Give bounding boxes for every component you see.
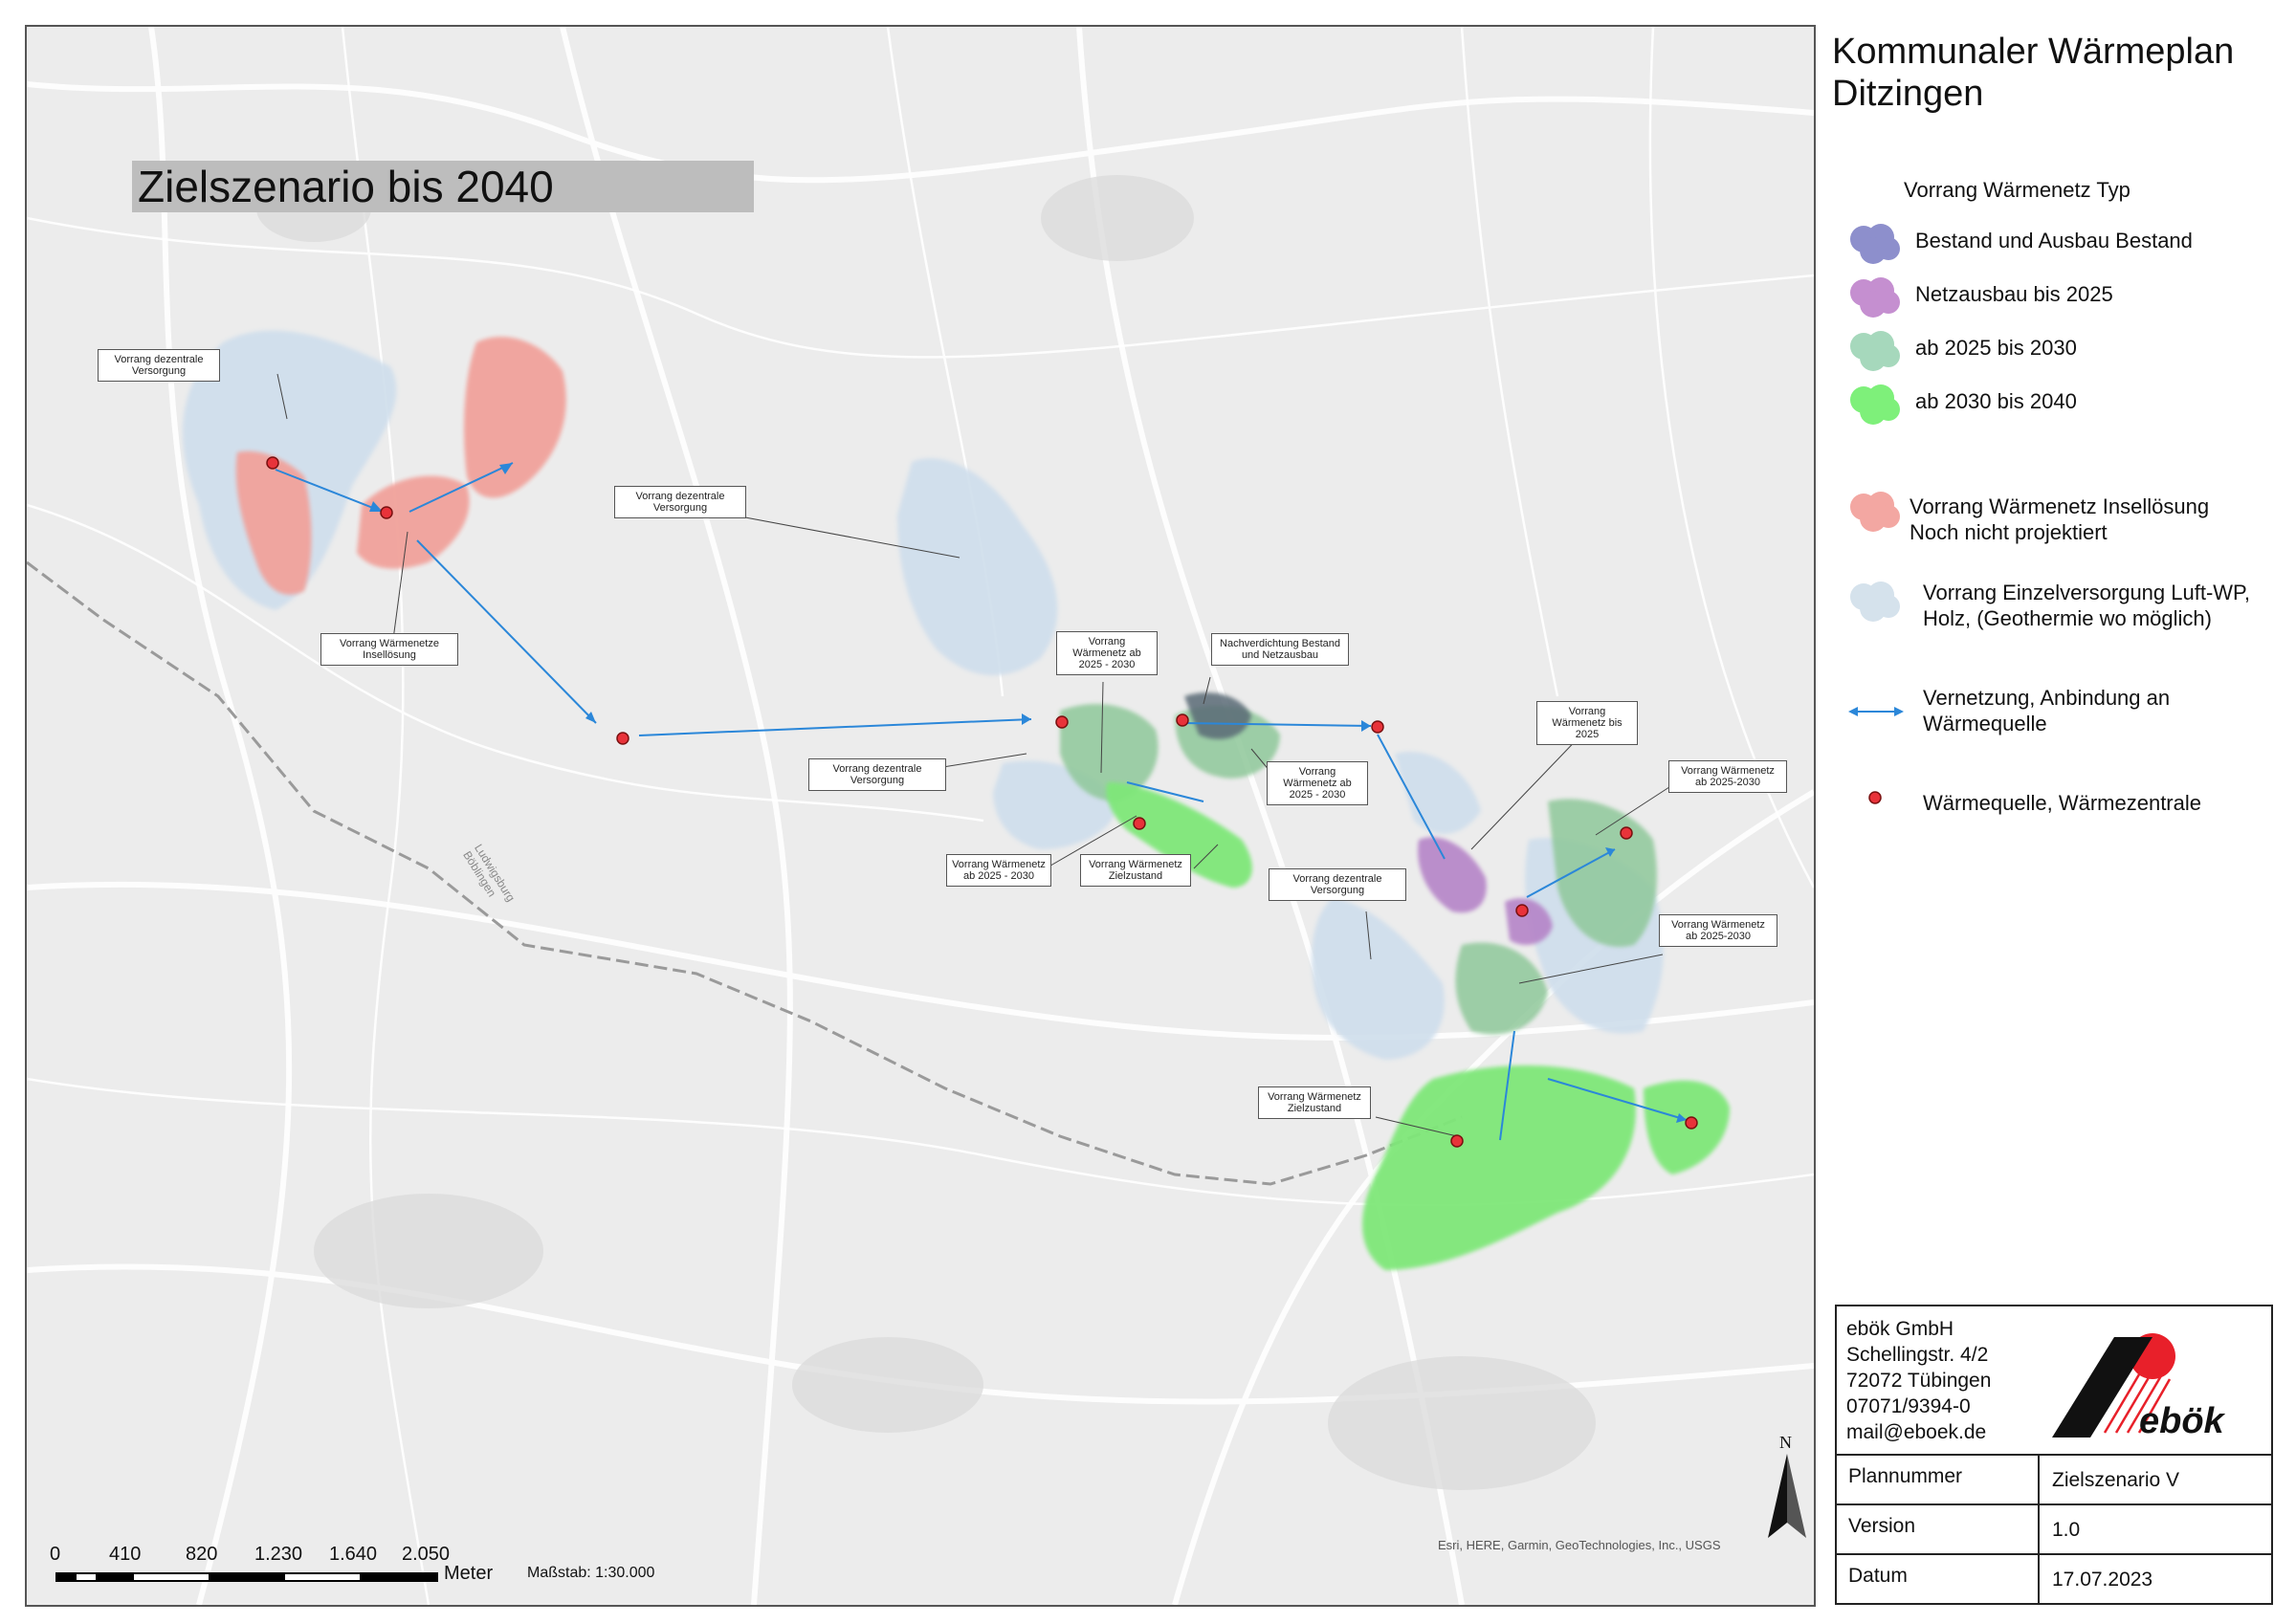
cluster-swatch-icon (1850, 492, 1900, 532)
plan-label: Plannummer (1848, 1465, 1963, 1487)
version-label: Version (1848, 1515, 1916, 1537)
info-row-plan: Plannummer Zielszenario V (1837, 1454, 2271, 1503)
map-callout[interactable]: Vorrang Wärmenetz ab 2025 - 2030 (1267, 761, 1368, 805)
company-phone: 07071/9394-0 (1846, 1395, 1971, 1417)
heat-sources (266, 456, 1698, 1148)
date-label: Datum (1848, 1565, 1908, 1587)
cluster-swatch-icon (1850, 384, 1900, 425)
legend-heading: Vorrang Wärmenetz Typ (1904, 178, 2130, 202)
company-city: 72072 Tübingen (1846, 1370, 1992, 1392)
legend-label: Vorrang Wärmenetz Insellösung Noch nicht… (1910, 494, 2210, 544)
company-street: Schellingstr. 4/2 (1846, 1344, 1989, 1366)
cluster-swatch-icon (1850, 331, 1900, 371)
double-arrow-icon (1848, 707, 1904, 716)
legend-label: ab 2025 bis 2030 (1915, 336, 2077, 360)
map-callout[interactable]: Vorrang Wärmenetz Zielzustand (1080, 854, 1191, 887)
info-row-version: Version 1.0 (1837, 1503, 2271, 1553)
map-canvas[interactable]: Zielszenario bis 2040 Vorrang dezentrale… (25, 25, 1816, 1607)
cluster-swatch-icon (1850, 582, 1900, 622)
legend-label: Wärmequelle, Wärmezentrale (1923, 791, 2201, 815)
map-callout[interactable]: Vorrang dezentrale Versorgung (98, 349, 220, 382)
scale-tick-label: 1.640 (329, 1544, 378, 1565)
decentral-zone (182, 330, 1664, 1060)
company-address: ebök GmbH Schellingstr. 4/2 72072 Tübing… (1846, 1316, 1991, 1445)
legend-label: Vernetzung, Anbindung an Wärmequelle (1923, 686, 2171, 735)
plan-value: Zielszenario V (2052, 1469, 2180, 1491)
scale-tick-label: 2.050 (402, 1544, 451, 1565)
heat-source-icon (1868, 791, 1882, 804)
legend-label: ab 2030 bis 2040 (1915, 389, 2077, 413)
map-callout[interactable]: Vorrang dezentrale Versorgung (808, 758, 946, 791)
legend-label: Vorrang Einzelversorgung Luft-WP, Holz, … (1923, 581, 2250, 630)
legend-title-line: Ditzingen (1832, 74, 1984, 114)
map-callout[interactable]: Vorrang dezentrale Versorgung (1269, 868, 1406, 901)
cluster-swatch-icon (1850, 277, 1900, 318)
cluster-swatch-icon (1850, 224, 1900, 264)
scale-bar (55, 1572, 438, 1582)
scale-tick-label: 0 (50, 1544, 61, 1565)
logo-wordmark: ebök (2139, 1401, 2226, 1441)
title-block: ebök GmbH Schellingstr. 4/2 72072 Tübing… (1835, 1305, 2273, 1605)
version-value: 1.0 (2052, 1519, 2081, 1541)
company-email: mail@eboek.de (1846, 1421, 1987, 1443)
legend-label: Bestand und Ausbau Bestand (1915, 229, 2193, 252)
scenario-title-banner: Zielszenario bis 2040 (132, 161, 754, 212)
island-zone (235, 337, 566, 595)
map-callout[interactable]: Vorrang Wärmenetz bis 2025 (1536, 701, 1638, 745)
map-callout[interactable]: Vorrang Wärmenetz ab 2025-2030 (1659, 914, 1777, 947)
base-map (27, 27, 1814, 1605)
scale-tick-label: 410 (109, 1544, 142, 1565)
network-2030-2040-zone (1106, 782, 1730, 1270)
company-name: ebök GmbH (1846, 1318, 1954, 1340)
map-callout[interactable]: Vorrang Wärmenetz ab 2025 - 2030 (1056, 631, 1158, 675)
info-row-date: Datum 17.07.2023 (1837, 1553, 2271, 1603)
scale-tick-label: 1.230 (254, 1544, 303, 1565)
existing-network-zone (1184, 692, 1251, 739)
connection-arrows (275, 462, 1688, 1141)
north-arrow-icon: N (1758, 1433, 1814, 1547)
scale-unit: Meter (444, 1563, 494, 1584)
map-callout[interactable]: Vorrang Wärmenetz Zielzustand (1258, 1086, 1371, 1119)
date-value: 17.07.2023 (2052, 1569, 2153, 1591)
legend-label: Netzausbau bis 2025 (1915, 282, 2113, 306)
company-logo: ebök (2047, 1328, 2258, 1442)
map-callout[interactable]: Vorrang dezentrale Versorgung (614, 486, 746, 518)
legend-title: Kommunaler Wärmeplan Ditzingen (1832, 31, 2234, 115)
scale-tick-label: 820 (186, 1544, 218, 1565)
map-attribution: Esri, HERE, Garmin, GeoTechnologies, Inc… (1438, 1538, 1721, 1552)
north-label: N (1779, 1433, 1792, 1452)
map-callout[interactable]: Vorrang Wärmenetze Insellösung (320, 633, 458, 666)
scale-ratio: Maßstab: 1:30.000 (527, 1565, 655, 1581)
map-callout[interactable]: Nachverdichtung Bestand und Netzausbau (1211, 633, 1349, 666)
map-callout[interactable]: Vorrang Wärmenetz ab 2025-2030 (1668, 760, 1787, 793)
legend-title-line: Kommunaler Wärmeplan (1832, 32, 2235, 72)
map-callout[interactable]: Vorrang Wärmenetz ab 2025 - 2030 (946, 854, 1051, 887)
